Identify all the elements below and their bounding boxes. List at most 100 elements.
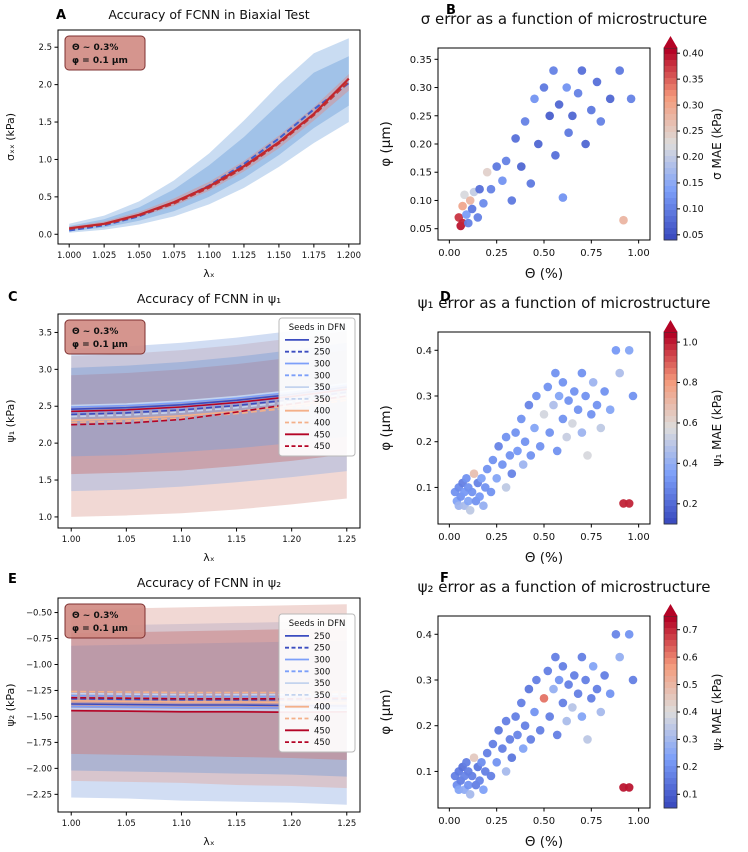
data-point [539, 83, 549, 92]
colorbar-strip [664, 784, 677, 791]
data-point [486, 771, 496, 781]
data-point [596, 707, 606, 717]
panel-E: E Accuracy of FCNN in ψ₂ 1.00 1.05 1.10 1.15… [0, 568, 374, 852]
data-point [518, 744, 528, 753]
colorbar-label: σ MAE (kPa) [710, 108, 724, 180]
chart-C: Accuracy of FCNN in ψ₁ 1.00 1.05 1.10 1.15 1.… [4, 291, 361, 564]
data-point [479, 501, 488, 510]
colorbar-strip [664, 730, 677, 737]
x-tick-label: 0.00 [438, 532, 460, 543]
data-point [583, 735, 592, 744]
data-point [588, 378, 598, 387]
data-point [462, 758, 471, 767]
legend-entry-label: 400 [314, 703, 330, 713]
data-point [592, 77, 602, 87]
colorbar-strip [664, 96, 677, 103]
y-tick-label: −1.50 [26, 712, 52, 722]
data-point [581, 139, 590, 149]
colorbar-strip [664, 386, 677, 393]
x-axis-label: λₓ [203, 551, 215, 564]
legend-entry-label: 400 [314, 715, 330, 725]
legend-title: Seeds in DFN [289, 323, 346, 333]
chart-D: ψ₁ error as a function of microstructure… [378, 294, 724, 566]
data-point [543, 666, 553, 676]
y-tick-label: 0.15 [410, 168, 432, 179]
colorbar-tick-label: 0.4 [683, 707, 698, 718]
colorbar-strip [664, 344, 677, 351]
y-tick-label: −1.75 [26, 738, 52, 748]
data-point [520, 117, 530, 126]
data-point [592, 400, 602, 410]
colorbar-tick-label: 0.7 [683, 625, 698, 636]
y-tick-label: 0.35 [410, 55, 432, 66]
data-point [465, 196, 475, 205]
confidence-band [71, 350, 347, 475]
x-tick-label: 0.00 [438, 248, 460, 259]
y-tick-label: 0.3 [416, 676, 432, 687]
colorbar-strip [664, 682, 677, 689]
y-tick-label: −1.25 [26, 686, 52, 696]
x-axis-label: Θ (%) [525, 834, 563, 850]
y-tick-label: 2.5 [38, 402, 52, 412]
y-tick-label: 2.0 [38, 81, 52, 91]
data-point [545, 712, 554, 721]
colorbar-tick-label: 0.25 [683, 126, 704, 137]
data-point [469, 469, 479, 478]
y-axis-label: φ (μm) [378, 405, 394, 450]
x-tick-label: 1.05 [117, 535, 136, 545]
data-point [624, 630, 634, 639]
colorbar-strip [664, 150, 677, 157]
panel-letter-D: D [440, 290, 451, 305]
panel-title: Accuracy of FCNN in ψ₂ [137, 575, 281, 590]
y-tick-label: 0.1 [416, 767, 432, 778]
colorbar-strip [664, 416, 677, 423]
y-tick-label: 0.5 [38, 193, 52, 203]
colorbar-strip [664, 616, 677, 623]
data-point [469, 753, 479, 762]
data-point [507, 753, 517, 762]
colorbar-strip [664, 482, 677, 489]
data-point [498, 176, 507, 185]
colorbar-tick-label: 0.2 [683, 762, 698, 773]
x-tick-label: 1.200 [337, 251, 361, 261]
colorbar-tick-label: 0.1 [683, 789, 698, 800]
colorbar-strip [664, 66, 677, 73]
x-tick-label: 0.75 [580, 532, 602, 543]
y-tick-label: −0.75 [26, 635, 52, 645]
colorbar-strip [664, 198, 677, 205]
colorbar-label: ψ₂ MAE (kPa) [710, 674, 724, 751]
x-tick-label: 1.100 [197, 251, 221, 261]
colorbar-strip [664, 766, 677, 773]
legend-entry-label: 300 [314, 371, 330, 381]
data-point [583, 451, 592, 460]
colorbar-strip [664, 138, 677, 145]
colorbar-strip [664, 168, 677, 175]
data-point [494, 726, 503, 735]
data-point [543, 382, 553, 392]
colorbar-strip [664, 234, 677, 241]
x-tick-label: 1.00 [628, 248, 650, 259]
colorbar-strip [664, 670, 677, 677]
panel-B: B σ error as a function of microstructur… [374, 0, 748, 284]
legend-entry-label: 250 [314, 348, 330, 358]
series-line [69, 77, 350, 230]
colorbar-tick-label: 0.15 [683, 178, 704, 189]
legend-entry-label: 450 [314, 430, 330, 440]
colorbar-strip [664, 458, 677, 465]
data-point [570, 387, 579, 396]
annotation-line: φ = 0.1 μm [72, 56, 128, 66]
data-point [568, 703, 577, 712]
colorbar-strip [664, 428, 677, 435]
y-tick-label: 3.5 [38, 328, 52, 338]
data-point [551, 368, 560, 378]
data-point [511, 428, 520, 437]
x-tick-label: 1.20 [282, 535, 301, 545]
x-tick-label: 1.150 [267, 251, 291, 261]
y-axis-label: σₓₓ (kPa) [4, 113, 17, 161]
data-point [554, 675, 564, 685]
y-tick-label: 0.2 [416, 721, 432, 732]
data-point [492, 474, 501, 483]
colorbar-tick-label: 0.20 [683, 152, 704, 163]
data-point [486, 487, 496, 497]
